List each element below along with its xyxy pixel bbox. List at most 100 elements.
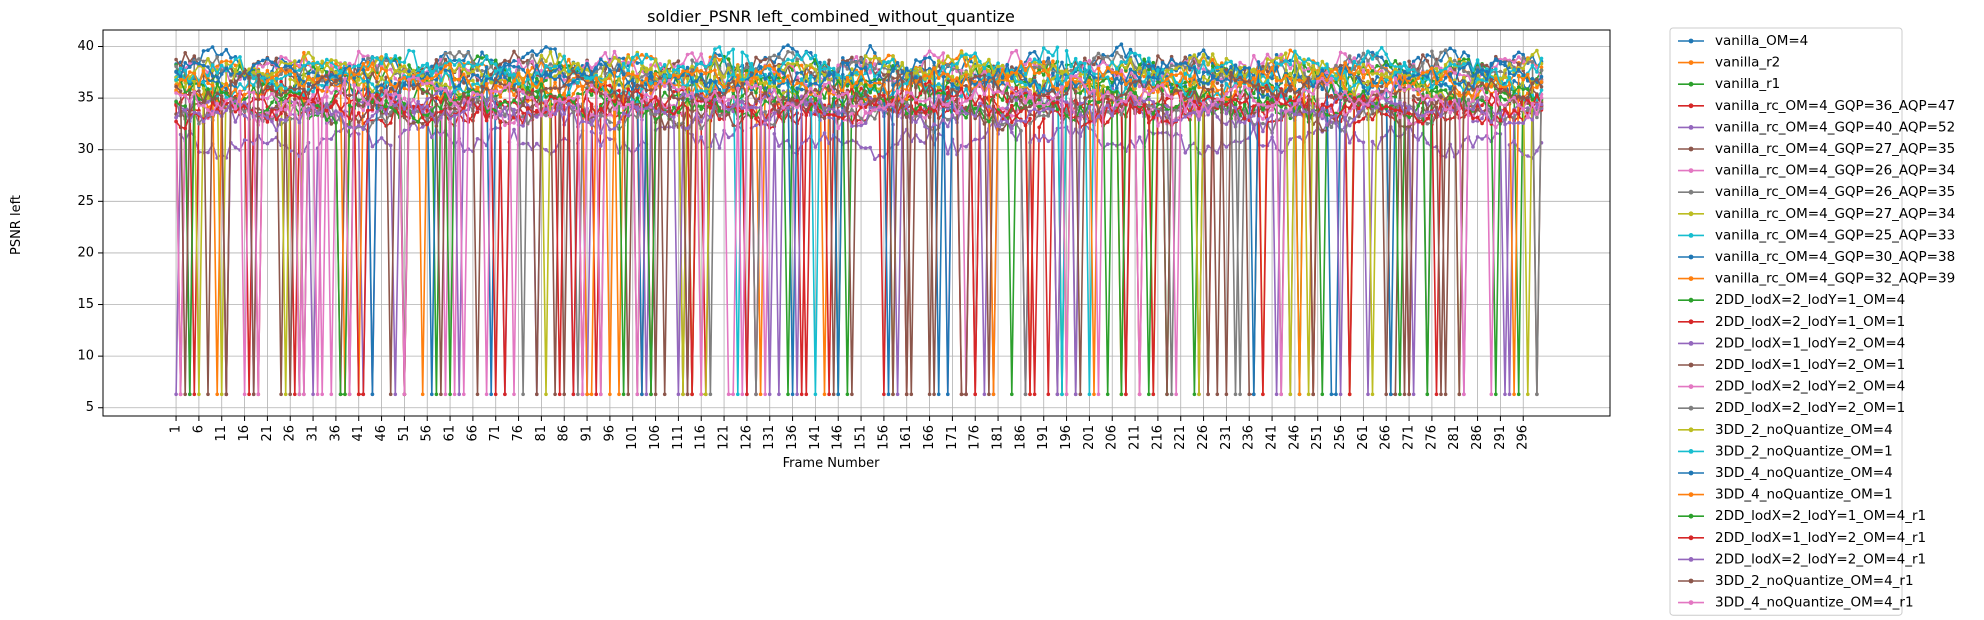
data-point	[315, 74, 320, 78]
data-point	[219, 72, 224, 76]
data-point	[1539, 65, 1544, 70]
data-point	[1220, 73, 1224, 77]
data-point	[786, 49, 790, 54]
data-point	[1124, 66, 1128, 70]
data-point	[795, 77, 799, 82]
data-point	[407, 48, 411, 53]
data-point	[1334, 63, 1338, 68]
data-point	[891, 67, 895, 71]
data-point	[530, 49, 535, 53]
data-point	[452, 392, 457, 397]
data-point	[1535, 149, 1539, 153]
data-point	[914, 75, 918, 79]
data-point	[197, 57, 201, 61]
data-point	[1169, 63, 1174, 68]
data-point	[562, 54, 566, 59]
data-point	[548, 66, 553, 71]
data-point	[681, 64, 685, 69]
data-point	[722, 75, 726, 79]
data-point	[959, 68, 964, 73]
data-point	[763, 57, 767, 62]
data-point	[987, 68, 991, 73]
data-point	[1000, 98, 1005, 102]
data-point	[384, 75, 388, 80]
data-point	[1119, 42, 1124, 46]
data-point	[174, 57, 178, 62]
data-point	[1119, 60, 1124, 64]
data-point	[379, 61, 384, 66]
data-point	[484, 55, 489, 59]
data-point	[535, 71, 539, 75]
data-point	[1032, 392, 1037, 397]
data-point	[1137, 53, 1142, 58]
data-point	[512, 127, 516, 132]
data-point	[1503, 68, 1507, 73]
data-point	[621, 61, 626, 66]
data-point	[1051, 53, 1055, 58]
data-point	[393, 54, 398, 58]
data-point	[973, 392, 977, 397]
data-point	[1119, 54, 1124, 59]
data-point	[562, 74, 566, 79]
data-point	[1115, 76, 1119, 81]
data-point	[987, 64, 991, 69]
data-point	[1224, 61, 1229, 65]
data-point	[594, 392, 598, 397]
data-point	[219, 63, 224, 68]
data-point	[1037, 65, 1041, 69]
data-point	[1521, 56, 1525, 60]
data-point	[777, 84, 781, 88]
data-point	[726, 51, 731, 55]
data-point	[617, 88, 621, 93]
data-point	[973, 51, 977, 55]
data-point	[822, 131, 827, 135]
data-point	[886, 60, 891, 64]
data-point	[1448, 46, 1452, 51]
data-point	[553, 64, 557, 69]
data-point	[347, 61, 352, 66]
data-point	[1055, 83, 1060, 88]
data-point	[1279, 56, 1283, 60]
data-point	[1375, 51, 1379, 56]
data-point	[388, 59, 393, 64]
data-point	[726, 62, 731, 67]
data-point	[1010, 94, 1014, 98]
data-point	[1197, 63, 1201, 68]
data-point	[489, 61, 494, 65]
data-point	[1421, 87, 1425, 92]
data-point	[1105, 120, 1110, 124]
data-point	[599, 144, 603, 148]
data-point	[356, 63, 361, 68]
data-point	[1215, 115, 1220, 119]
data-point	[1247, 392, 1251, 397]
data-point	[950, 58, 955, 63]
data-point	[471, 60, 475, 65]
data-point	[726, 101, 731, 106]
data-point	[1032, 65, 1037, 70]
data-point	[1516, 392, 1521, 397]
data-point	[1101, 53, 1105, 57]
data-point	[1443, 62, 1448, 67]
data-point	[1215, 81, 1220, 85]
data-point	[530, 59, 535, 64]
data-point	[1147, 86, 1151, 90]
data-point	[302, 63, 306, 68]
data-point	[790, 47, 795, 51]
data-point	[1516, 55, 1521, 59]
data-point	[1284, 51, 1288, 55]
data-point	[448, 51, 452, 55]
data-point	[233, 57, 238, 61]
data-point	[982, 392, 987, 397]
data-point	[1366, 392, 1370, 397]
data-point	[1215, 150, 1220, 155]
data-point	[612, 55, 617, 60]
data-point	[548, 62, 553, 66]
data-point	[777, 392, 781, 397]
data-point	[1343, 52, 1347, 56]
data-point	[1375, 75, 1379, 79]
data-point	[1475, 107, 1480, 112]
data-point	[1279, 63, 1283, 67]
data-point	[841, 56, 845, 60]
data-point	[1347, 54, 1352, 58]
data-point	[1526, 57, 1530, 62]
